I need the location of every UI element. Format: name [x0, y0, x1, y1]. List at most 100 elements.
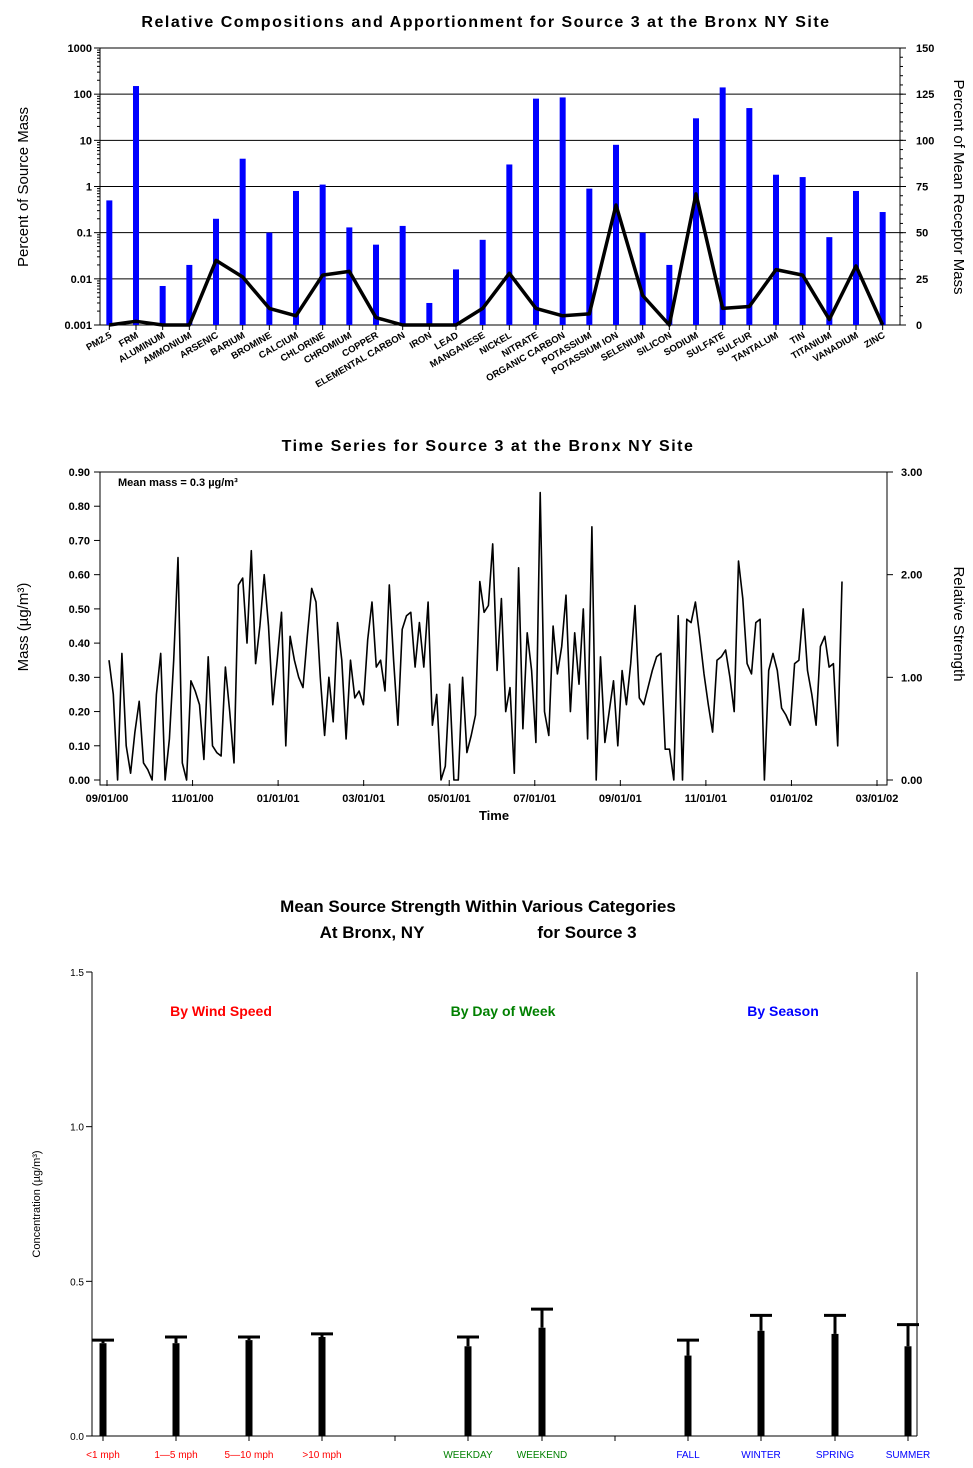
composition-bar	[693, 118, 699, 325]
timeseries-left-ticks: 0.00 0.10 0.20 0.30 0.40 0.50 0.60 0.70 0.80 0.90	[69, 467, 100, 787]
category-bar	[318, 1337, 326, 1436]
composition-bar	[453, 269, 459, 325]
category-bar	[684, 1355, 692, 1436]
timeseries-x-tick-label: 09/01/00	[86, 793, 129, 805]
composition-right-tick-label: 125	[916, 89, 934, 101]
composition-bar	[533, 98, 539, 325]
composition-right-axis-label: Percent of Mean Receptor Mass	[950, 79, 967, 294]
composition-bar	[239, 158, 246, 325]
composition-right-ticks: 0 25 50 75 100 125 150	[900, 43, 934, 332]
timeseries-plot-frame	[99, 471, 888, 786]
composition-bar	[746, 108, 753, 326]
composition-gridlines	[100, 47, 900, 326]
category-x-label: FALL	[676, 1450, 700, 1461]
apportionment-series-line	[109, 192, 885, 327]
category-group-label: By Season	[747, 1003, 819, 1019]
composition-left-tick-label: 1	[86, 182, 92, 194]
apportionment-line	[109, 192, 885, 327]
category-bar	[464, 1346, 472, 1436]
timeseries-right-tick-label: 3.00	[901, 467, 922, 479]
category-x-label: 5—10 mph	[225, 1450, 274, 1461]
timeseries-chart-title: Time Series for Source 3 at the Bronx NY…	[282, 438, 695, 455]
timeseries-left-tick-label: 0.20	[69, 707, 90, 719]
timeseries-left-tick-label: 0.30	[69, 672, 90, 684]
category-group-label: By Day of Week	[451, 1003, 556, 1019]
composition-left-tick-label: 100	[74, 89, 92, 101]
composition-bar	[586, 188, 593, 325]
category-bar	[904, 1346, 912, 1436]
category-bar	[172, 1343, 180, 1436]
composition-bar	[293, 190, 299, 325]
timeseries-left-axis-label: Mass (µg/m³)	[15, 583, 32, 672]
category-y-axis-label: Concentration (µg/m³)	[31, 1150, 43, 1257]
composition-right-tick-label: 150	[916, 43, 934, 55]
timeseries-right-tick-label: 2.00	[901, 570, 922, 582]
composition-chart-title: Relative Compositions and Apportionment …	[141, 14, 830, 31]
composition-bar	[506, 164, 513, 325]
composition-bar	[879, 212, 886, 325]
category-x-label: >10 mph	[302, 1450, 341, 1461]
composition-left-tick-label: 1000	[68, 43, 92, 55]
composition-bar	[773, 174, 779, 325]
composition-bar	[613, 144, 619, 325]
composition-left-axis-label: Percent of Source Mass	[15, 107, 32, 267]
category-bars	[92, 1307, 919, 1436]
composition-right-tick-label: 25	[916, 274, 928, 286]
timeseries-chart: Time Series for Source 3 at the Bronx NY…	[15, 438, 967, 823]
composition-bar	[799, 177, 806, 325]
composition-bar	[426, 302, 433, 325]
composition-bar	[213, 218, 219, 325]
composition-left-tick-label: 0.001	[64, 320, 92, 332]
composition-left-ticks: 0.001 0.01 0.1 1 10 100 1000	[64, 43, 100, 332]
timeseries-left-tick-label: 0.40	[69, 638, 90, 650]
category-x-label: <1 mph	[86, 1450, 120, 1461]
timeseries-x-tick-label: 11/01/01	[685, 793, 727, 805]
timeseries-left-tick-label: 0.90	[69, 467, 90, 479]
timeseries-right-tick-label: 1.00	[901, 672, 922, 684]
category-y-tick-label: 1.0	[70, 1123, 84, 1134]
category-group-label: By Wind Speed	[170, 1003, 272, 1019]
composition-left-tick-label: 10	[80, 135, 92, 147]
category-x-label: WEEKDAY	[443, 1450, 493, 1461]
category-x-label: 1—5 mph	[154, 1450, 197, 1461]
composition-bar	[266, 232, 273, 325]
category-group-labels: By Wind Speed By Day of Week By Season	[170, 1003, 819, 1019]
composition-bar	[719, 87, 726, 325]
timeseries-x-tick-label: 03/01/01	[342, 793, 385, 805]
composition-bar	[559, 97, 566, 325]
timeseries-x-tick-label: 05/01/01	[428, 793, 471, 805]
timeseries-left-tick-label: 0.60	[69, 570, 90, 582]
timeseries-x-tick-label: 01/01/02	[770, 793, 813, 805]
composition-bar	[319, 184, 326, 325]
composition-bar	[346, 227, 353, 325]
timeseries-right-axis-label: Relative Strength	[950, 566, 967, 681]
category-chart-title: Mean Source Strength Within Various Cate…	[280, 897, 676, 916]
category-x-label: WEEKEND	[517, 1450, 568, 1461]
composition-category-label: IRON	[408, 330, 434, 351]
category-bar	[831, 1333, 839, 1436]
timeseries-line	[108, 491, 843, 781]
timeseries-right-ticks: 0.00 1.00 2.00 3.00	[887, 467, 922, 787]
timeseries-left-tick-label: 0.80	[69, 501, 90, 513]
composition-bar	[106, 200, 113, 325]
category-y-tick-label: 1.5	[70, 968, 84, 979]
category-x-label: WINTER	[741, 1450, 780, 1461]
composition-category-label: PM2.5	[85, 330, 115, 354]
category-bar	[245, 1340, 253, 1436]
category-chart-subtitle-right: for Source 3	[537, 923, 636, 942]
category-x-label: SUMMER	[886, 1450, 930, 1461]
composition-bar	[639, 232, 646, 325]
timeseries-x-ticks: 09/01/00 11/01/00 01/01/01 03/01/01 05/01/01…	[86, 780, 898, 805]
timeseries-x-tick-label: 09/01/01	[599, 793, 642, 805]
category-x-label: SPRING	[816, 1450, 855, 1461]
category-y-tick-label: 0.5	[70, 1277, 84, 1288]
composition-right-tick-label: 50	[916, 228, 928, 240]
timeseries-right-tick-label: 0.00	[901, 775, 922, 787]
composition-bar	[853, 190, 859, 325]
composition-bar	[666, 264, 673, 325]
composition-bar	[826, 237, 833, 325]
timeseries-x-tick-label: 11/01/00	[171, 793, 213, 805]
composition-right-tick-label: 100	[916, 135, 934, 147]
composition-bars	[106, 86, 886, 326]
timeseries-x-tick-label: 07/01/01	[513, 793, 556, 805]
